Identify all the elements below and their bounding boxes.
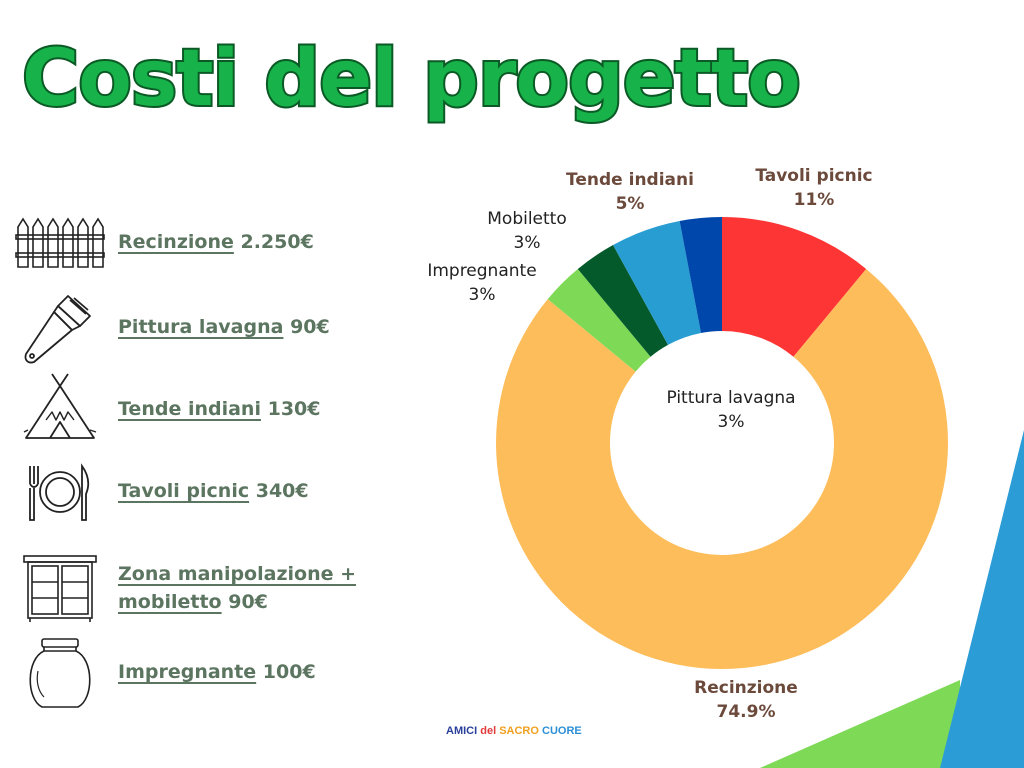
slice-label: Recinzione: [694, 678, 798, 698]
cost-item-tavoli-picnic: Tavoli picnic 340€: [14, 452, 309, 532]
slice-value-label: 74.9%: [717, 702, 776, 722]
slice-label: Mobiletto: [487, 209, 567, 229]
item-name: Tende indiani: [118, 398, 261, 421]
brand-logo-text: AMICI del SACRO CUORE: [446, 725, 582, 737]
item-name: Impregnante: [118, 661, 257, 684]
jar-icon: [14, 633, 106, 713]
item-name-line2: mobiletto: [118, 591, 222, 613]
slice-value-label: 3%: [469, 285, 496, 305]
item-amount: 2.250€: [240, 231, 314, 254]
slice-pittura-lavagna: [679, 217, 722, 333]
item-name: Pittura lavagna: [118, 316, 284, 339]
cost-item-mobiletto: Zona manipolazione + mobiletto 90€: [14, 549, 356, 629]
fence-icon: [14, 203, 106, 283]
item-amount: 90€: [290, 316, 330, 339]
cost-item-recinzione: Recinzione 2.250€: [14, 203, 314, 283]
slice-label: Impregnante: [427, 261, 536, 281]
slice-mobiletto: [577, 245, 668, 357]
cost-list: Recinzione 2.250€ Pittura lavagna 90€: [0, 0, 420, 768]
slice-tende-indiani: [613, 221, 701, 345]
paintbrush-icon: [14, 288, 106, 368]
teepee-icon: [14, 370, 106, 450]
cost-item-tende-indiani: Tende indiani 130€: [14, 370, 320, 450]
green-corner-shape: [760, 680, 960, 768]
slice-value-label: 5%: [616, 194, 645, 214]
plate-cutlery-icon: [14, 452, 106, 532]
cabinet-icon: [14, 549, 106, 629]
item-amount: 90€: [228, 591, 268, 613]
item-name: Tavoli picnic: [118, 480, 250, 503]
slice-value-label: 3%: [718, 412, 745, 432]
item-amount: 130€: [267, 398, 321, 421]
page-title: Costi del progetto: [20, 34, 803, 124]
slice-value-label: 3%: [514, 233, 541, 253]
cost-item-impregnante: Impregnante 100€: [14, 633, 316, 713]
item-name: Recinzione: [118, 231, 234, 254]
slice-label: Tende indiani: [566, 170, 694, 190]
slice-tavoli-picnic: [722, 217, 867, 357]
item-amount: 340€: [255, 480, 309, 503]
blue-corner-shape: [940, 430, 1024, 768]
slice-recinzione: [496, 268, 949, 670]
item-name-line1: Zona manipolazione +: [118, 563, 357, 586]
item-amount: 100€: [262, 661, 316, 684]
cost-item-pittura-lavagna: Pittura lavagna 90€: [14, 288, 330, 368]
slice-label: Pittura lavagna: [666, 388, 795, 408]
slice-label: Tavoli picnic: [755, 166, 872, 186]
slice-value-label: 11%: [794, 190, 835, 210]
slice-impregnante: [547, 268, 651, 372]
